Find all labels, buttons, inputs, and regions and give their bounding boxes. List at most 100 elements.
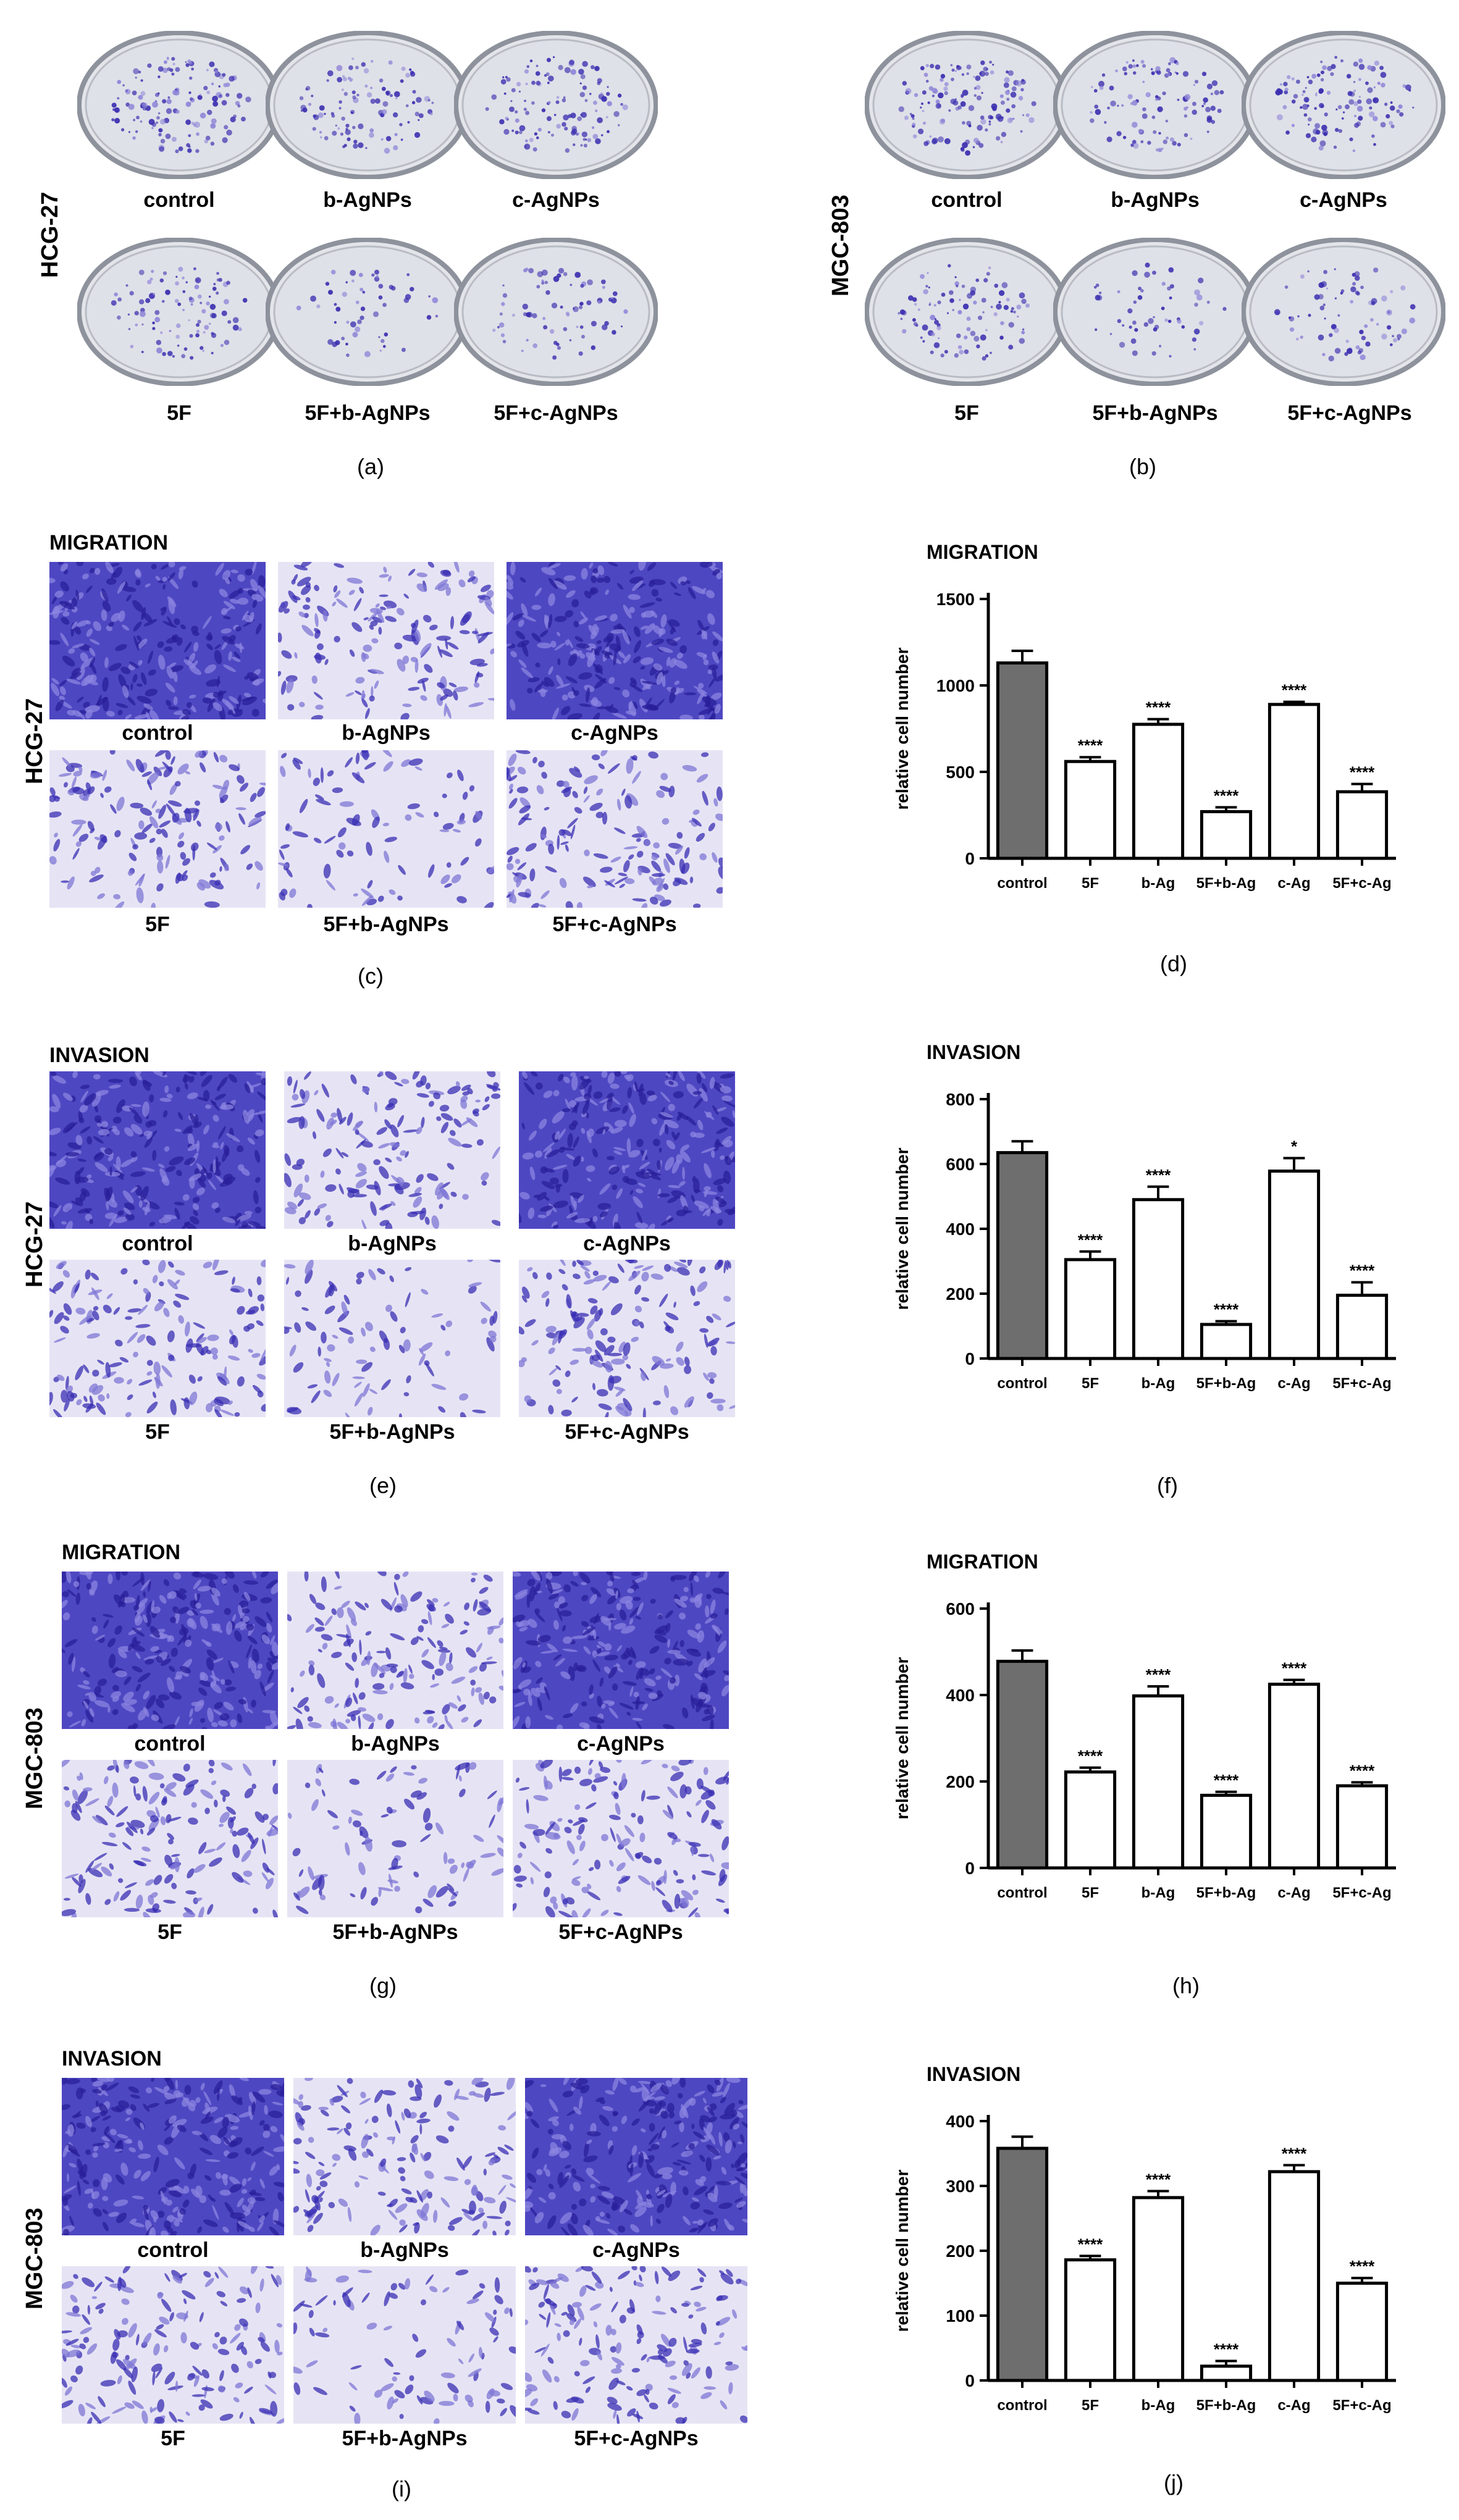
bar-c-Ag — [1268, 703, 1321, 860]
chart-j-invasion-mgc803: INVASION relative cell number 0 100 200 300 40… — [893, 2063, 1396, 2414]
y-tick-label: 200 — [946, 1284, 975, 1304]
chart-f-invasion-hcg27: INVASION relative cell number 0 200 400 600 80… — [893, 1041, 1396, 1392]
x-tick-label: 5F — [1082, 1885, 1099, 1901]
x-tick-label: c-Ag — [1277, 1375, 1310, 1392]
x-tick-label: 5F+b-Ag — [1196, 1885, 1256, 1901]
colony-dish-control — [864, 30, 1069, 180]
micrograph-5f-b-agnps — [287, 1760, 503, 1917]
cell-line-label: MGC-803 — [22, 1707, 48, 1809]
micrograph-5f — [62, 1760, 278, 1917]
micrograph-label: 5F+c-AgNPs — [552, 913, 677, 936]
cell-line-label: HCG-27 — [22, 698, 48, 784]
x-tick-label: control — [997, 875, 1047, 892]
x-tick-label: c-Ag — [1277, 1885, 1310, 1901]
significance-label: **** — [1078, 1747, 1103, 1765]
micrograph-5f-c-agnps — [525, 2266, 747, 2424]
colony-label: b-AgNPs — [323, 188, 412, 212]
significance-label: **** — [1146, 1665, 1171, 1684]
micrograph-c-agnps — [525, 2078, 747, 2235]
colony-label: control — [931, 188, 1003, 212]
micrograph-control — [62, 2078, 284, 2235]
x-tick-label: b-Ag — [1142, 1885, 1175, 1901]
bar-5F+b-Ag — [1200, 1793, 1253, 1870]
bar-5F+c-Ag — [1335, 1294, 1389, 1360]
bar-c-Ag — [1268, 1683, 1321, 1870]
y-tick-label: 500 — [946, 763, 975, 782]
significance-label: **** — [1350, 2257, 1375, 2275]
section-title: MIGRATION — [49, 531, 169, 555]
bar-5F — [1064, 760, 1117, 860]
bar-b-Ag — [1132, 1198, 1185, 1360]
significance-label: **** — [1350, 1761, 1375, 1780]
colony-dish-c-agnps — [1241, 30, 1446, 180]
micrograph-label: control — [122, 721, 193, 745]
y-tick-label: 600 — [946, 1155, 975, 1174]
micrograph-label: 5F — [145, 913, 170, 936]
colony-dish-b-agnps — [1053, 30, 1258, 180]
x-tick-label: control — [997, 1375, 1047, 1392]
significance-label: **** — [1146, 698, 1171, 717]
micrograph-label: b-AgNPs — [360, 2238, 449, 2262]
colony-label: c-AgNPs — [512, 188, 600, 212]
panel-letter: (e) — [369, 1473, 397, 1498]
y-tick-label: 600 — [946, 1599, 975, 1618]
micrograph-5f-b-agnps — [293, 2266, 516, 2424]
colony-dish-control — [77, 30, 282, 180]
colony-dish-5f — [77, 237, 282, 387]
x-tick-label: 5F+b-Ag — [1196, 1375, 1256, 1392]
colony-label: c-AgNPs — [1300, 188, 1387, 212]
x-tick-label: c-Ag — [1277, 875, 1310, 892]
micrograph-label: c-AgNPs — [577, 1732, 665, 1756]
y-tick-label: 0 — [965, 1349, 975, 1368]
significance-label: **** — [1282, 2144, 1307, 2162]
y-tick-label: 300 — [946, 2177, 975, 2196]
micrograph-b-agnps — [293, 2078, 516, 2235]
micrograph-5f — [62, 2266, 284, 2424]
x-tick-label: 5F+c-Ag — [1332, 1885, 1391, 1901]
chart-title: MIGRATION — [927, 1551, 1038, 1573]
colony-dish-b-agnps — [265, 30, 470, 180]
significance-label: **** — [1078, 736, 1103, 755]
micrograph-5f — [49, 750, 266, 908]
significance-label: * — [1291, 1137, 1298, 1156]
colony-label: 5F+c-AgNPs — [1287, 401, 1412, 425]
bar-b-Ag — [1132, 1694, 1185, 1870]
x-tick-label: 5F — [1082, 2397, 1099, 2414]
x-tick-label: control — [997, 1885, 1047, 1901]
bar-5F+b-Ag — [1200, 2364, 1253, 2382]
y-tick-label: 400 — [946, 1686, 975, 1705]
x-tick-label: 5F — [1082, 1375, 1099, 1392]
panel-letter: (g) — [369, 1973, 397, 1998]
micrograph-label: 5F+c-AgNPs — [574, 2427, 699, 2450]
panel-letter: (i) — [392, 2476, 411, 2501]
y-axis-label: relative cell number — [893, 647, 912, 810]
chart-title: INVASION — [927, 1041, 1020, 1063]
panel-letter: (b) — [1129, 454, 1156, 479]
micrograph-5f-b-agnps — [284, 1260, 500, 1417]
micrograph-label: 5F+b-AgNPs — [329, 1420, 455, 1444]
y-axis-label: relative cell number — [893, 1657, 912, 1819]
bar-control — [996, 2146, 1049, 2382]
micrograph-5f-b-agnps — [278, 750, 494, 908]
colony-dish-5f-b-agnps — [265, 237, 470, 387]
y-axis-label: relative cell number — [893, 1147, 912, 1310]
bar-5F+c-Ag — [1335, 790, 1389, 860]
y-tick-label: 0 — [965, 849, 975, 868]
micrograph-label: c-AgNPs — [592, 2238, 680, 2262]
x-tick-label: 5F+b-Ag — [1196, 875, 1256, 892]
bar-control — [996, 661, 1049, 860]
y-tick-label: 400 — [946, 1220, 975, 1239]
micrograph-control — [49, 1071, 266, 1229]
cell-line-label: HCG-27 — [22, 1201, 48, 1287]
micrograph-label: 5F+b-AgNPs — [323, 913, 449, 936]
section-title: INVASION — [49, 1044, 149, 1067]
significance-label: **** — [1282, 1659, 1307, 1678]
x-tick-label: control — [997, 2397, 1047, 2414]
significance-label: **** — [1214, 1771, 1239, 1790]
x-tick-label: 5F+c-Ag — [1332, 2397, 1391, 2414]
y-tick-label: 400 — [946, 2112, 975, 2131]
x-tick-label: b-Ag — [1142, 875, 1175, 892]
bar-control — [996, 1659, 1049, 1870]
micrograph-label: control — [134, 1732, 206, 1756]
bar-c-Ag — [1268, 2170, 1321, 2382]
